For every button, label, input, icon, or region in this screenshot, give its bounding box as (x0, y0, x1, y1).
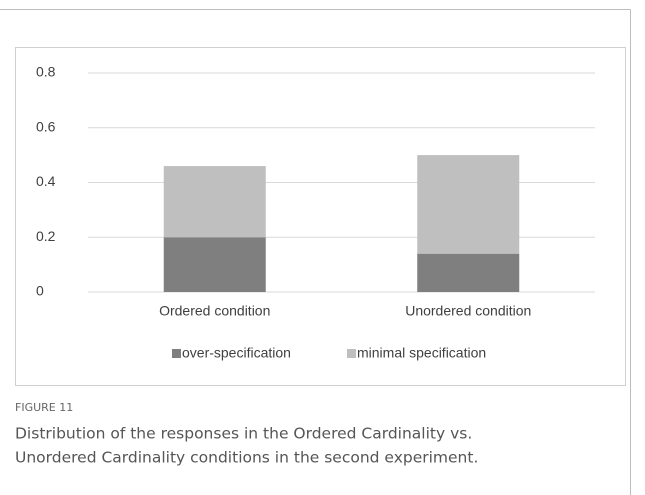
x-tick-label: Unordered condition (405, 303, 531, 319)
bar-segment (163, 166, 266, 238)
legend-swatch (172, 349, 181, 358)
y-tick-label: 0.2 (36, 228, 56, 244)
bar-segment (417, 155, 520, 254)
y-tick-label: 0 (36, 283, 44, 299)
y-tick-label: 0.8 (36, 64, 56, 80)
legend-swatch (347, 349, 356, 358)
y-tick-label: 0.4 (36, 173, 56, 189)
caption-line: Distribution of the responses in the Ord… (15, 425, 472, 443)
legend-label: over-specification (182, 345, 291, 361)
bar-segment (163, 237, 266, 292)
bar-segment (417, 253, 520, 292)
figure-label: FIGURE 11 (15, 401, 73, 414)
legend-label: minimal specification (357, 345, 486, 361)
caption-line: Unordered Cardinality conditions in the … (15, 449, 478, 467)
chart-border (15, 47, 626, 386)
x-tick-label: Ordered condition (159, 303, 270, 319)
y-tick-label: 0.6 (36, 118, 56, 134)
